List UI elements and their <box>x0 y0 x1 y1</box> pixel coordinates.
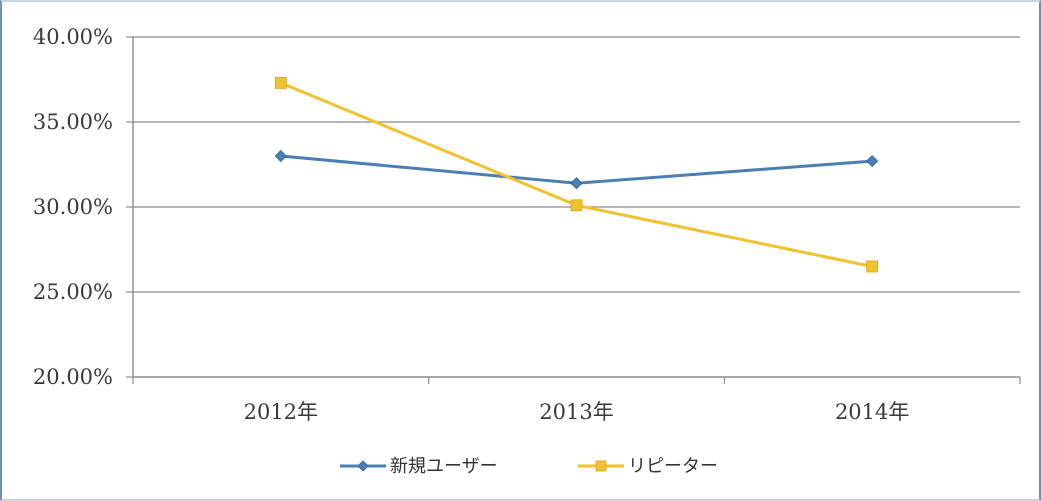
series-line <box>280 81 873 268</box>
y-tick-labels: 40.00% 35.00% 30.00% 25.00% 20.00% <box>33 25 113 389</box>
data-point <box>274 149 287 163</box>
y-tick-label: 40.00% <box>33 25 113 49</box>
data-point <box>570 199 583 212</box>
grid-lines <box>133 36 1020 293</box>
axes <box>126 36 1021 384</box>
y-tick-label: 20.00% <box>33 365 113 389</box>
y-tick-label: 30.00% <box>33 195 113 219</box>
series-markers <box>274 77 879 273</box>
data-point <box>866 260 879 273</box>
data-point <box>866 155 879 168</box>
legend-marker <box>357 460 369 472</box>
y-tick-label: 25.00% <box>33 280 113 304</box>
series-lines <box>280 81 873 268</box>
legend: 新規ユーザー リピーター <box>340 456 718 477</box>
x-tick-label: 2014年 <box>835 400 909 424</box>
data-point <box>274 77 287 89</box>
x-tick-label: 2013年 <box>539 400 613 424</box>
x-tick-labels: 2012年 2013年 2014年 <box>244 400 910 424</box>
y-tick-label: 35.00% <box>33 110 113 134</box>
legend-label: 新規ユーザー <box>390 456 498 477</box>
x-tick-label: 2012年 <box>244 400 318 424</box>
legend-marker <box>595 460 607 472</box>
data-point <box>570 177 583 190</box>
legend-label: リピーター <box>628 456 718 477</box>
